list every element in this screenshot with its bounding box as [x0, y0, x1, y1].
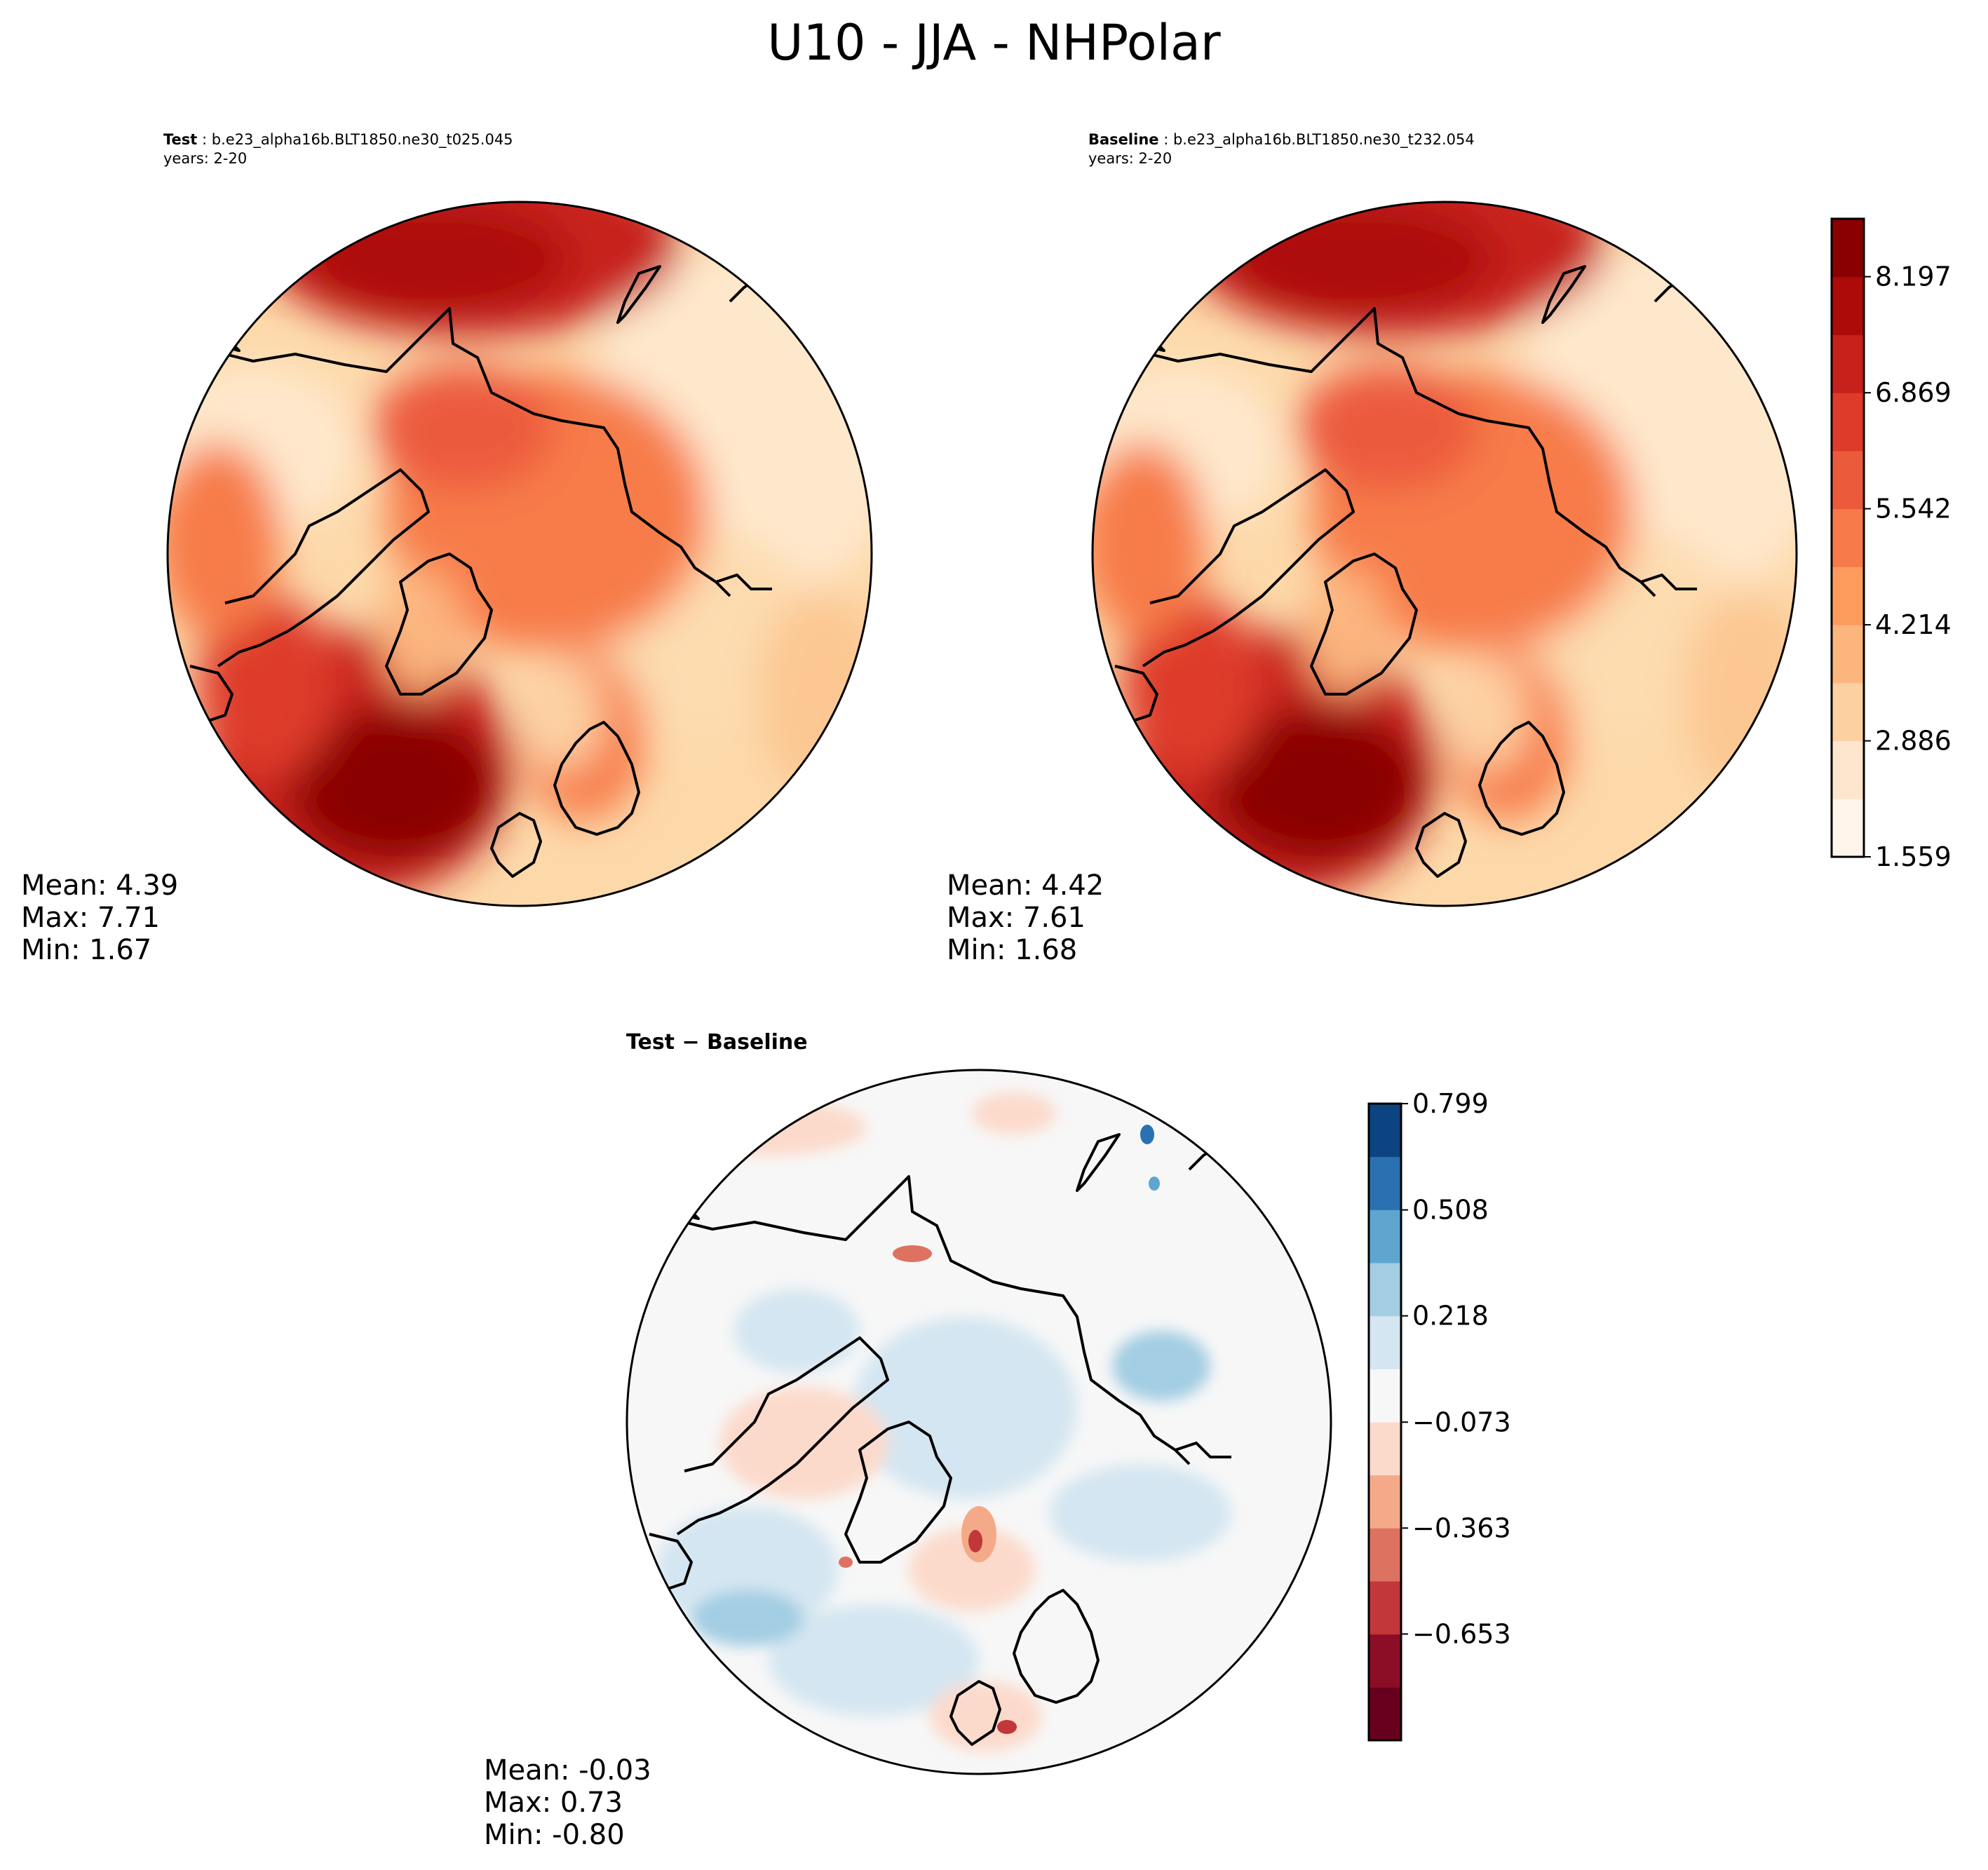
colorbar-tick-label: 1.559 — [1875, 841, 1952, 872]
baseline-label: Baseline — [1088, 131, 1159, 148]
colorbar-tick-label: 8.197 — [1875, 262, 1952, 292]
diff-stats: Mean: -0.03 Max: 0.73 Min: -0.80 — [484, 1754, 651, 1851]
baseline-years: years: 2-20 — [1088, 150, 1172, 167]
colorbar-segment — [1832, 334, 1864, 393]
test-label: Test — [163, 131, 198, 148]
diff-map — [626, 1069, 1332, 1775]
colorbar-segment — [1832, 799, 1864, 858]
colorbar-segment — [1369, 1156, 1401, 1210]
baseline-case: b.e23_alpha16b.BLT1850.ne30_t232.054 — [1172, 131, 1475, 148]
test-min: Min: 1.67 — [21, 934, 152, 966]
colorbar-tick-label: −0.363 — [1412, 1512, 1511, 1543]
colorbar-segment — [1369, 1422, 1401, 1476]
colorbar-segment — [1832, 508, 1864, 567]
colorbar-segment — [1369, 1528, 1401, 1582]
colorbar-tick-label: 0.218 — [1412, 1301, 1489, 1332]
diff-mean: Mean: -0.03 — [484, 1754, 651, 1787]
baseline-stats: Mean: 4.42 Max: 7.61 Min: 1.68 — [947, 869, 1104, 966]
colorbar-segment — [1369, 1315, 1401, 1369]
colorbar-segment — [1369, 1369, 1401, 1423]
colorbar-tick-label: 0.799 — [1412, 1088, 1489, 1119]
test-title: Test : b.e23_alpha16b.BLT1850.ne30_t025.… — [163, 131, 513, 167]
colorbar-tick-label: 5.542 — [1875, 494, 1952, 524]
figure-title: U10 - JJA - NHPolar — [767, 14, 1221, 72]
diff-min: Min: -0.80 — [484, 1819, 625, 1851]
colorbar-segment — [1369, 1475, 1401, 1529]
colorbar-segment — [1832, 219, 1864, 278]
test-case: b.e23_alpha16b.BLT1850.ne30_t025.045 — [211, 131, 513, 148]
colorbar-segment — [1369, 1104, 1401, 1158]
colorbar-segment — [1832, 740, 1864, 799]
colorbar-tick-label: 2.886 — [1875, 726, 1952, 757]
colorbar-segment — [1369, 1210, 1401, 1263]
baseline-max: Max: 7.61 — [947, 902, 1086, 934]
test-stats: Mean: 4.39 Max: 7.71 Min: 1.67 — [21, 869, 178, 966]
colorbar-wind: 1.559 2.886 4.214 5.542 6.869 8.197 — [1830, 217, 1952, 872]
colorbar-segment — [1832, 625, 1864, 684]
test-years: years: 2-20 — [163, 150, 248, 167]
baseline-mean: Mean: 4.42 — [947, 869, 1104, 902]
colorbar-segment — [1369, 1687, 1401, 1741]
colorbar-segment — [1369, 1634, 1401, 1688]
test-mean: Mean: 4.39 — [21, 869, 179, 902]
colorbar-segment — [1832, 393, 1864, 452]
colorbar-segment — [1832, 567, 1864, 625]
baseline-map — [1091, 201, 1798, 907]
colorbar-frame — [1830, 217, 1865, 858]
colorbar-segment — [1369, 1581, 1401, 1635]
colorbar-segment — [1369, 1263, 1401, 1317]
baseline-title: Baseline : b.e23_alpha16b.BLT1850.ne30_t… — [1088, 131, 1475, 167]
diff-title: Test − Baseline — [626, 1030, 808, 1055]
colorbar-tick-label: 6.869 — [1875, 377, 1952, 408]
colorbar-segment — [1832, 276, 1864, 335]
diff-max: Max: 0.73 — [484, 1787, 623, 1819]
colorbar-diff: 0.799 0.508 0.218 −0.073 −0.363 −0.653 — [1367, 1088, 1511, 1742]
colorbar-segment — [1832, 450, 1864, 510]
colorbar-segment — [1832, 682, 1864, 742]
baseline-min: Min: 1.68 — [947, 934, 1078, 966]
colorbar-tick-label: −0.653 — [1412, 1618, 1511, 1649]
test-max: Max: 7.71 — [21, 902, 160, 934]
colorbar-tick-label: 4.214 — [1875, 609, 1952, 640]
test-map — [166, 201, 873, 907]
colorbar-tick-label: −0.073 — [1412, 1407, 1511, 1437]
colorbar-tick-label: 0.508 — [1412, 1195, 1489, 1226]
